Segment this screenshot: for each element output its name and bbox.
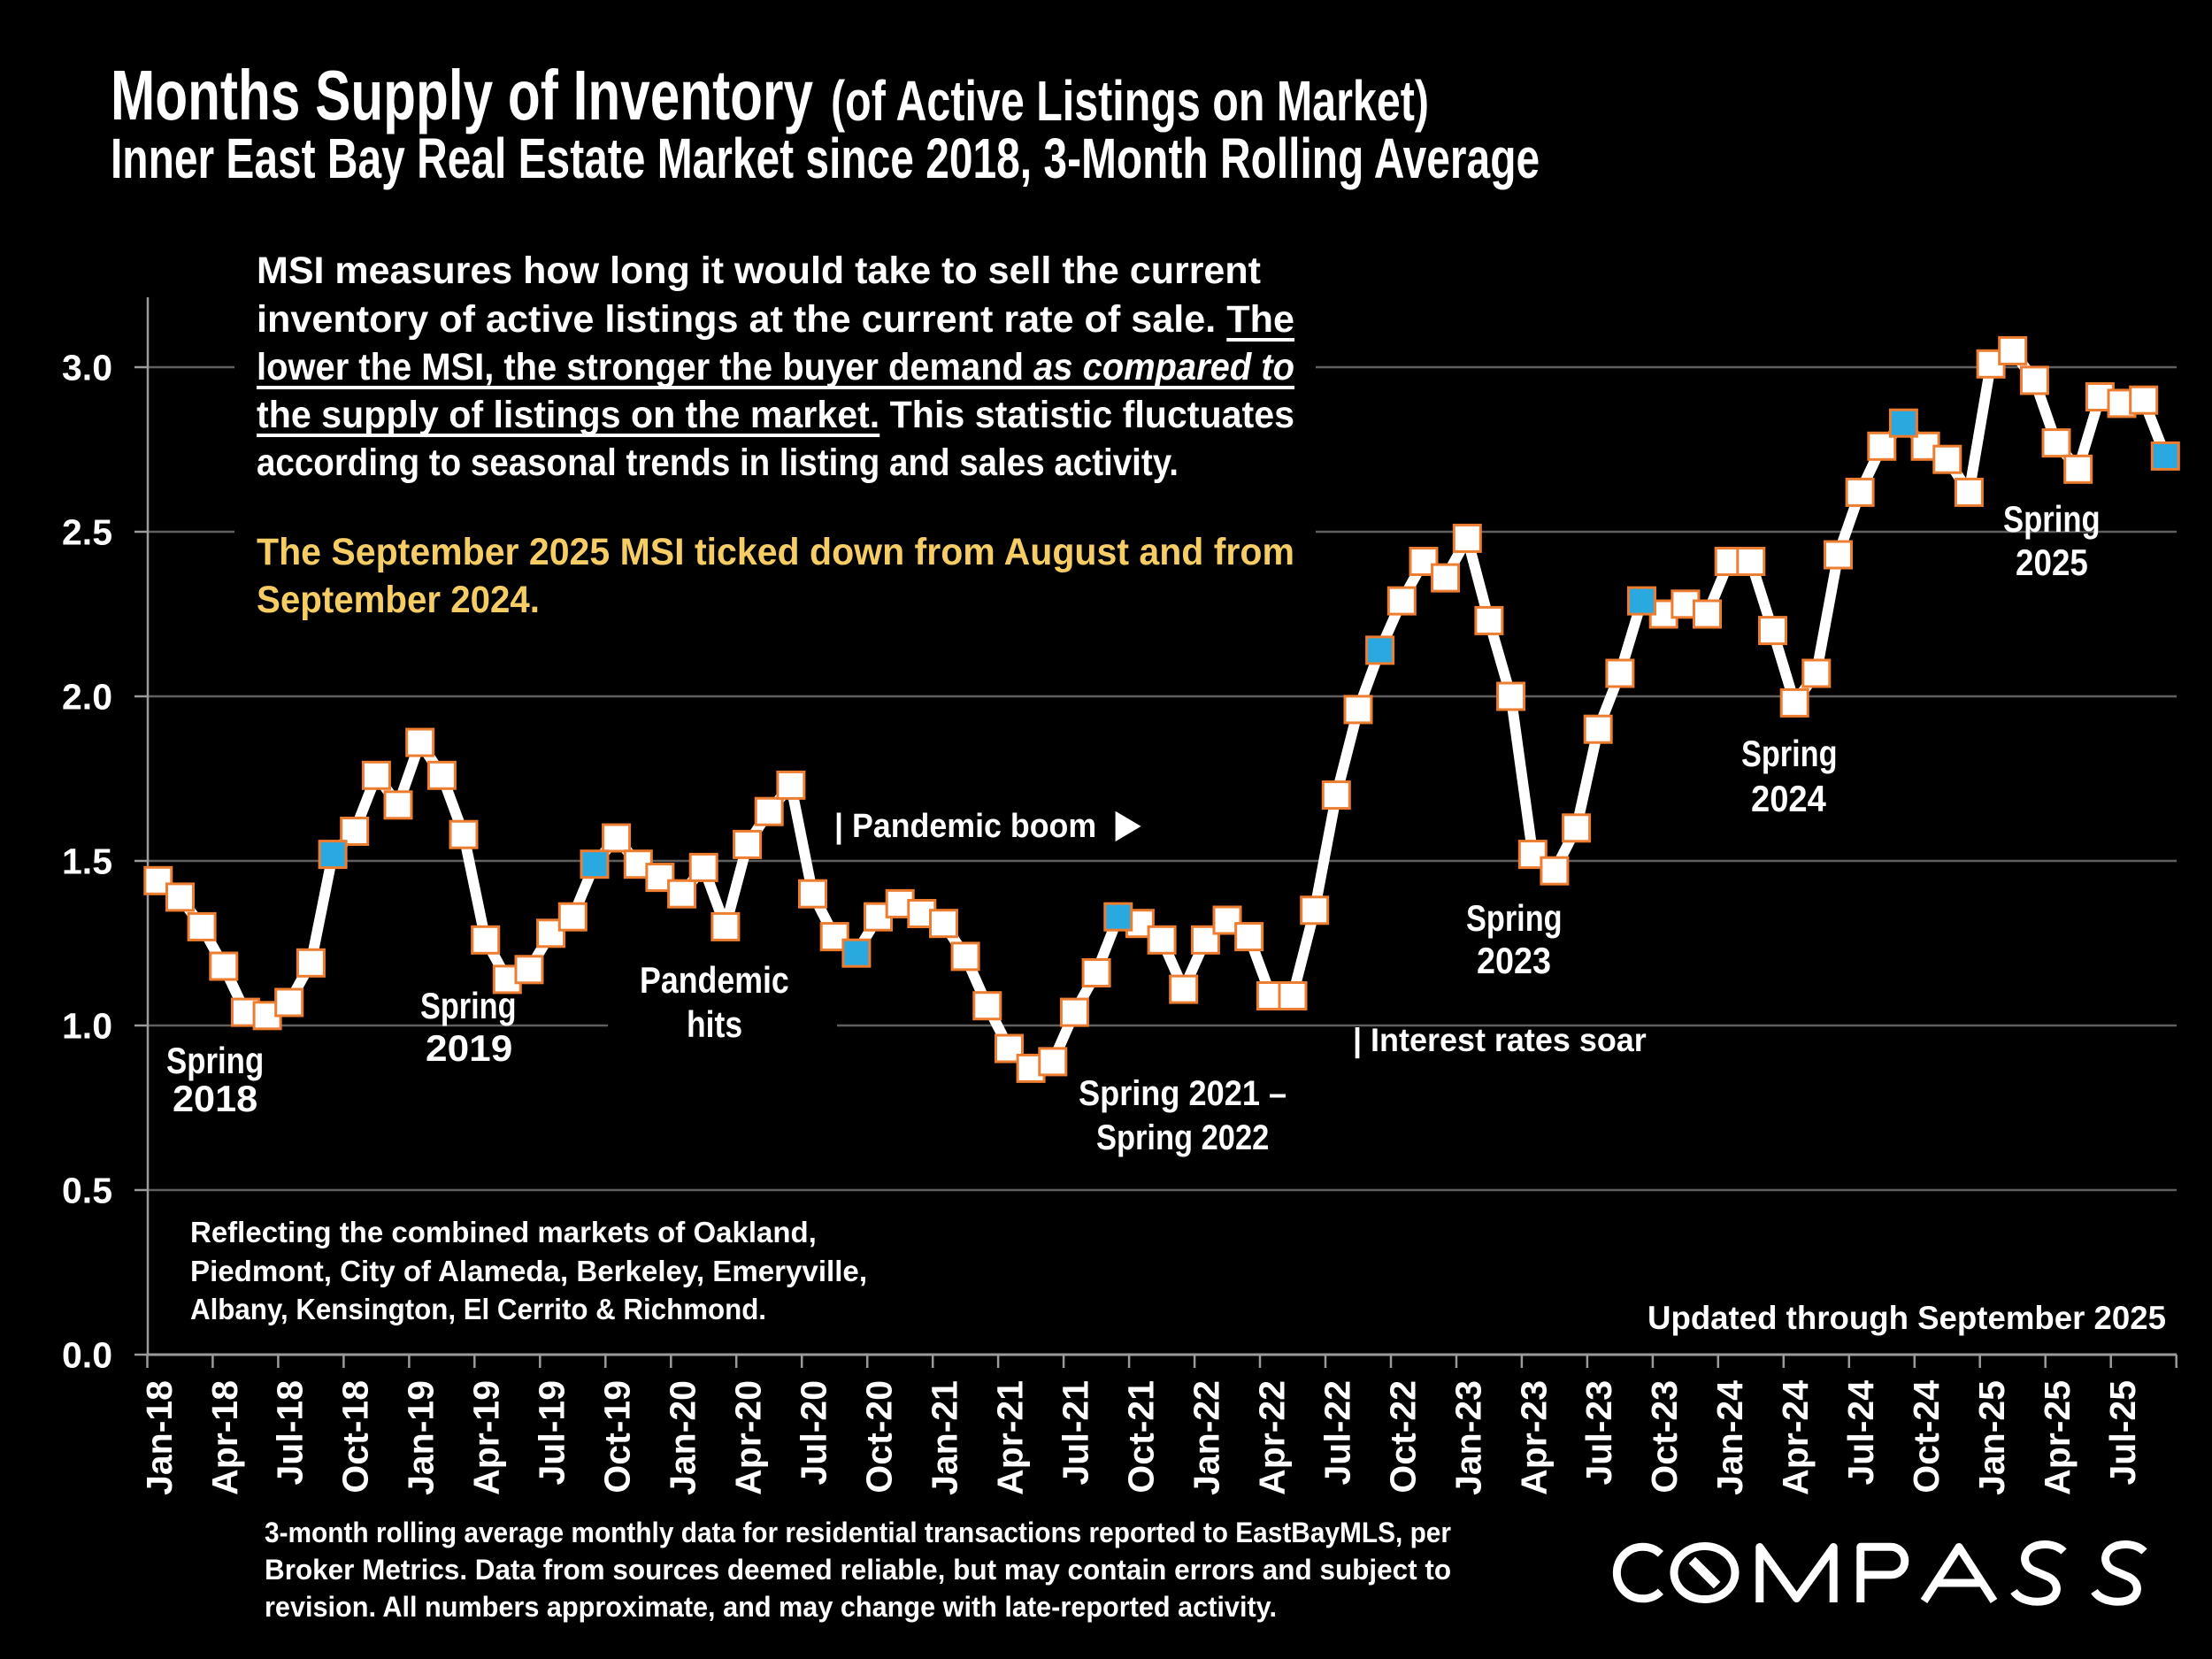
svg-text:Jan-22: Jan-22 (1186, 1380, 1226, 1495)
svg-text:Jul-21: Jul-21 (1055, 1380, 1095, 1486)
svg-text:Oct-18: Oct-18 (335, 1380, 376, 1494)
svg-text:Jul-19: Jul-19 (532, 1380, 572, 1486)
svg-text:Apr-19: Apr-19 (466, 1380, 507, 1495)
svg-text:Apr-18: Apr-18 (204, 1380, 245, 1495)
svg-text:Jul-22: Jul-22 (1317, 1380, 1357, 1486)
svg-text:Jul-23: Jul-23 (1578, 1380, 1619, 1486)
svg-text:Oct-19: Oct-19 (597, 1380, 638, 1494)
svg-text:Jul-20: Jul-20 (794, 1380, 834, 1486)
svg-text:Apr-23: Apr-23 (1513, 1380, 1554, 1495)
svg-text:Jan-18: Jan-18 (139, 1380, 180, 1495)
svg-text:Apr-25: Apr-25 (2037, 1380, 2078, 1495)
svg-text:Jan-20: Jan-20 (663, 1380, 703, 1495)
svg-text:Apr-22: Apr-22 (1251, 1380, 1292, 1495)
svg-text:Jan-23: Jan-23 (1448, 1380, 1488, 1495)
svg-text:Jan-21: Jan-21 (925, 1380, 965, 1495)
svg-text:Jan-19: Jan-19 (401, 1380, 442, 1495)
svg-text:Jul-18: Jul-18 (270, 1380, 311, 1486)
svg-text:Apr-24: Apr-24 (1775, 1380, 1816, 1495)
svg-text:Oct-20: Oct-20 (859, 1380, 900, 1494)
svg-text:Oct-23: Oct-23 (1644, 1380, 1685, 1494)
svg-text:Oct-22: Oct-22 (1382, 1380, 1423, 1494)
svg-text:Oct-21: Oct-21 (1120, 1380, 1161, 1494)
svg-text:Apr-21: Apr-21 (990, 1380, 1031, 1495)
svg-text:Apr-20: Apr-20 (728, 1380, 769, 1495)
svg-text:Jan-25: Jan-25 (1971, 1380, 2012, 1495)
svg-text:0.0: 0.0 (62, 1335, 112, 1376)
svg-text:1.5: 1.5 (62, 841, 112, 882)
svg-text:3.0: 3.0 (62, 348, 112, 388)
svg-text:Jan-24: Jan-24 (1709, 1380, 1750, 1495)
svg-text:Jul-24: Jul-24 (1840, 1380, 1881, 1486)
svg-text:2.0: 2.0 (62, 677, 112, 718)
svg-text:2.5: 2.5 (62, 512, 112, 553)
svg-text:Jul-25: Jul-25 (2102, 1380, 2143, 1486)
svg-text:1.0: 1.0 (62, 1006, 112, 1047)
svg-text:Oct-24: Oct-24 (1906, 1380, 1947, 1494)
svg-text:0.5: 0.5 (62, 1171, 112, 1211)
